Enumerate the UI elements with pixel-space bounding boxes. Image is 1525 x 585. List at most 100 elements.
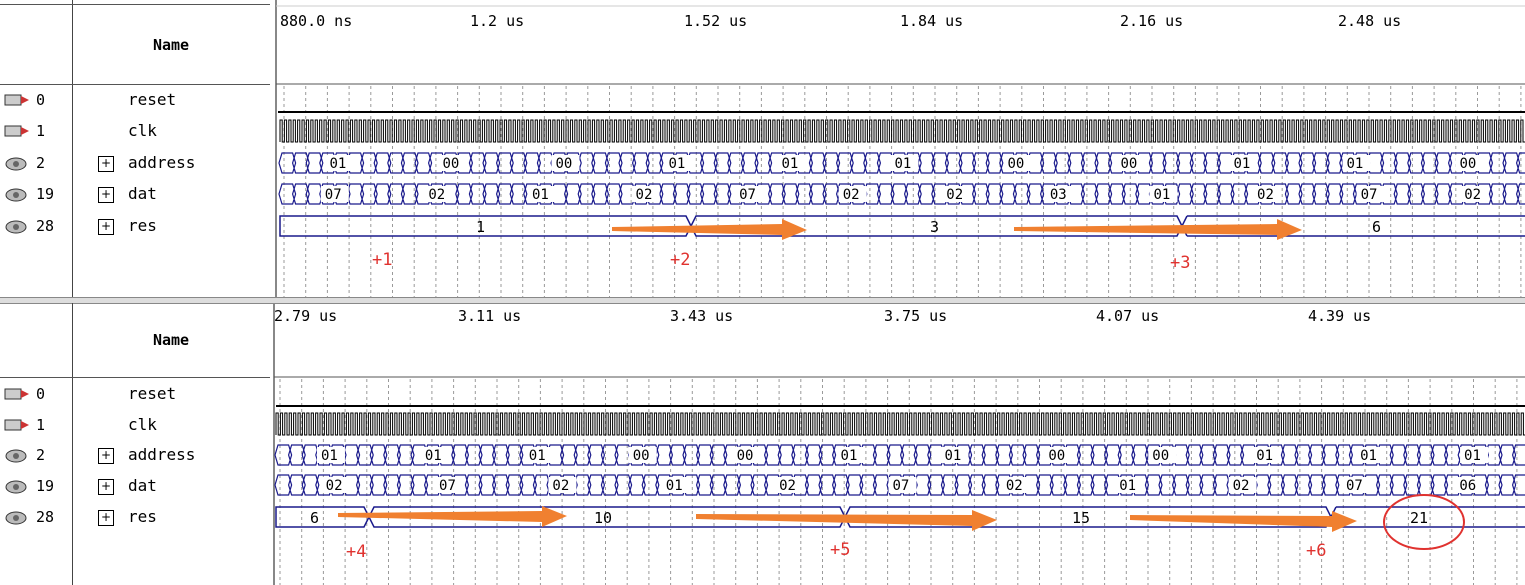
signal-row-dat-id[interactable]: 19 [4,477,54,495]
signal-name-dat[interactable]: dat [128,476,157,495]
signal-row-reset-id[interactable]: 0 [4,91,45,109]
bus-value: 01 [1119,478,1136,494]
bus-value: 01 [1347,156,1364,172]
bus-value-background [420,447,449,463]
bus-icon [5,188,27,202]
bus-value-background [732,447,761,463]
bus-value: 02 [843,187,860,203]
bus-value: 07 [739,187,756,203]
bus-value: 00 [1152,448,1169,464]
bus-icon [5,220,27,234]
bus-value: 06 [1459,478,1476,494]
time-label: 1.2 us [470,12,524,30]
bus-value-background [836,447,865,463]
bus-value: 01 [1234,156,1251,172]
bus-value: 02 [946,187,963,203]
bus-value: 03 [1050,187,1067,203]
bus-value-background [940,447,969,463]
bus-value-background [1003,155,1032,171]
clk-wave [279,119,1525,143]
expand-res-button[interactable]: + [98,219,114,235]
signal-name-clk[interactable]: clk [128,121,157,140]
bus-value-background [548,477,577,493]
bus-value-background [316,447,345,463]
signal-row-address-id[interactable]: 2 [4,154,45,172]
input-pin-icon [4,388,29,400]
increment-label: +2 [670,250,690,270]
bus-value-background [890,155,919,171]
bus-value: 01 [330,156,347,172]
bus-value-background [1044,447,1073,463]
expand-dat-button[interactable]: + [98,479,114,495]
res-value: 6 [310,509,319,527]
bus-value-background [435,477,464,493]
signal-list: Name 0 reset 1 clk 2 + address 19 + dat … [0,303,270,585]
res-value: 1 [476,218,485,236]
bus-value: 02 [1233,478,1250,494]
expand-address-button[interactable]: + [98,156,114,172]
res-value: 21 [1410,509,1428,527]
bus-value-background [1229,155,1258,171]
bus-value-background [1455,155,1484,171]
signal-row-clk-id[interactable]: 1 [4,416,45,434]
clk-wave [275,412,1525,436]
signal-name-dat[interactable]: dat [128,184,157,203]
bus-value-background [438,155,467,171]
bus-value: 02 [326,478,343,494]
expand-dat-button[interactable]: + [98,187,114,203]
bus-value: 07 [325,187,342,203]
signal-row-res-id[interactable]: 28 [4,508,54,526]
name-column-header[interactable]: Name [152,331,190,349]
signal-name-clk[interactable]: clk [128,415,157,434]
waveform-canvas-bottom[interactable]: 2.79 us 3.11 us 3.43 us 3.75 us 4.07 us … [272,303,1525,585]
signal-name-address[interactable]: address [128,153,196,172]
bus-value: 01 [1256,448,1273,464]
signal-name-res[interactable]: res [128,216,157,235]
bus-value: 00 [633,448,650,464]
address-bus-wave: 01 00 00 01 01 01 00 00 01 01 00 [278,152,1525,174]
signal-name-reset[interactable]: reset [128,384,177,403]
bus-value: 01 [321,448,338,464]
signal-row-clk-id[interactable]: 1 [4,122,45,140]
bus-value-background [838,186,867,202]
signal-name-res[interactable]: res [128,507,157,526]
bus-value-background [1341,477,1370,493]
bus-value: 01 [666,478,683,494]
bus-value-background [1460,447,1489,463]
bus-value-background [325,155,354,171]
bus-value-background [664,155,693,171]
waveform-canvas-top[interactable]: 880.0 ns 1.2 us 1.52 us 1.84 us 2.16 us … [272,0,1525,298]
bus-value-background [631,186,660,202]
bus-value-background [1342,155,1371,171]
expand-res-button[interactable]: + [98,510,114,526]
signal-row-address-id[interactable]: 2 [4,446,45,464]
bus-value-background [775,477,804,493]
bus-value-background [524,447,553,463]
bus-value-background [1460,186,1489,202]
bus-value: 00 [556,156,573,172]
bus-value-background [1045,186,1074,202]
input-pin-icon [4,125,29,137]
signal-row-res-id[interactable]: 28 [4,217,54,235]
bus-value: 00 [443,156,460,172]
time-label: 2.79 us [274,307,337,325]
signal-name-address[interactable]: address [128,445,196,464]
expand-address-button[interactable]: + [98,448,114,464]
increment-label: +1 [372,250,392,270]
res-value: 15 [1072,509,1090,527]
bus-value: 01 [669,156,686,172]
signal-name-reset[interactable]: reset [128,90,177,109]
time-label: 3.11 us [458,307,521,325]
time-label: 3.75 us [884,307,947,325]
signal-row-reset-id[interactable]: 0 [4,385,45,403]
bus-value-background [628,447,657,463]
signal-row-dat-id[interactable]: 19 [4,185,54,203]
bus-value: 07 [1346,478,1363,494]
res-value: 6 [1372,218,1381,236]
bus-value-background [424,186,453,202]
waveform-panel-bottom: Name 0 reset 1 clk 2 + address 19 + dat … [0,303,1525,585]
name-column-header[interactable]: Name [152,36,190,54]
bus-value-background [321,477,350,493]
bus-value-background [942,186,971,202]
bus-value-background [661,477,690,493]
